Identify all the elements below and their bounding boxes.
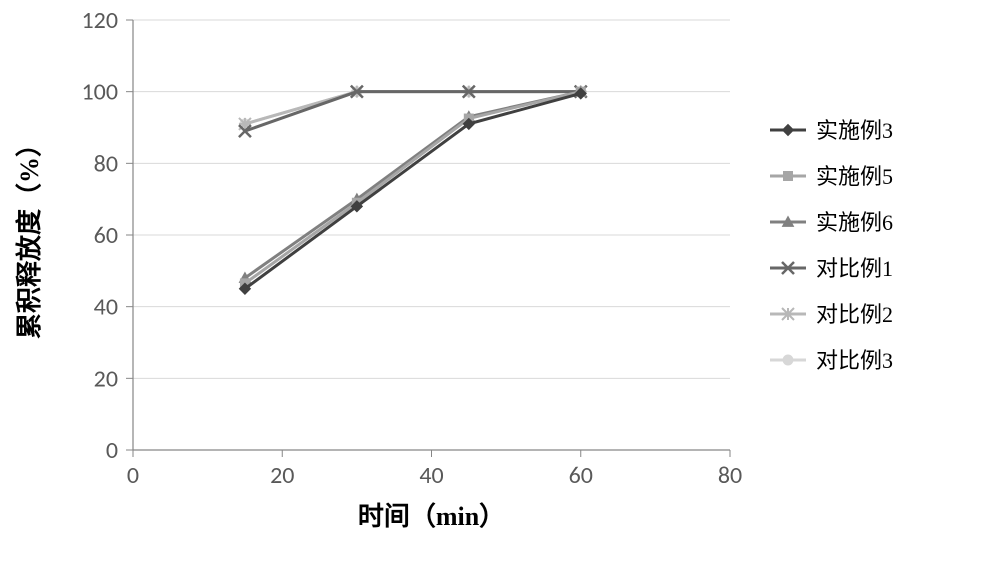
x-tick-label: 0 (127, 461, 139, 490)
y-tick-label: 20 (94, 364, 118, 393)
x-tick-label: 80 (718, 461, 742, 490)
y-axis-label: 累积释放度（%） (14, 131, 44, 339)
x-axis-label: 时间（min） (358, 502, 505, 531)
legend: 实施例3 实施例5 实施例6 对比例1 对比例2 对比例3 (770, 118, 893, 373)
y-tick-label: 60 (94, 221, 118, 250)
legend-label: 实施例5 (816, 164, 893, 189)
legend-label: 实施例6 (816, 210, 893, 235)
x-tick-label: 40 (419, 461, 443, 490)
x-tick-label: 20 (270, 461, 294, 490)
legend-label: 实施例3 (816, 118, 893, 143)
series-实施例3 (239, 88, 586, 294)
chart-svg: 0 20 40 60 80 0 20 40 60 80 100 120 时间（min） 累积释放度（%） 实… (0, 0, 1000, 581)
y-tick-label: 120 (82, 6, 119, 35)
legend-label: 对比例2 (816, 302, 893, 327)
legend-label: 对比例3 (816, 348, 893, 373)
x-tick-label: 60 (569, 461, 593, 490)
chart-container: 0 20 40 60 80 0 20 40 60 80 100 120 时间（min） 累积释放度（%） 实… (0, 0, 1000, 581)
legend-label: 对比例1 (816, 256, 893, 281)
y-tick-label: 40 (94, 293, 118, 322)
y-tick-label: 100 (82, 78, 119, 107)
y-tick-label: 0 (106, 436, 118, 465)
series-实施例5 (240, 87, 585, 288)
y-tick-label: 80 (94, 149, 118, 178)
